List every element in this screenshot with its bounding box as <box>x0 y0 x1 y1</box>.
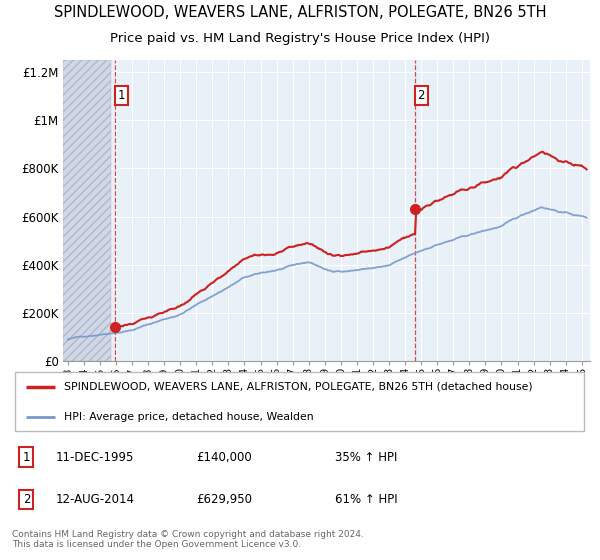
Text: Contains HM Land Registry data © Crown copyright and database right 2024.
This d: Contains HM Land Registry data © Crown c… <box>12 530 364 549</box>
Text: 1: 1 <box>23 451 30 464</box>
Text: SPINDLEWOOD, WEAVERS LANE, ALFRISTON, POLEGATE, BN26 5TH (detached house): SPINDLEWOOD, WEAVERS LANE, ALFRISTON, PO… <box>64 382 532 392</box>
Bar <box>63 60 111 361</box>
Text: 2: 2 <box>418 88 425 101</box>
Text: 2: 2 <box>23 493 30 506</box>
Text: 61% ↑ HPI: 61% ↑ HPI <box>335 493 397 506</box>
FancyBboxPatch shape <box>15 372 584 431</box>
Text: 12-AUG-2014: 12-AUG-2014 <box>55 493 134 506</box>
Text: £140,000: £140,000 <box>196 451 252 464</box>
Text: HPI: Average price, detached house, Wealden: HPI: Average price, detached house, Weal… <box>64 412 313 422</box>
Text: Price paid vs. HM Land Registry's House Price Index (HPI): Price paid vs. HM Land Registry's House … <box>110 32 490 45</box>
Text: 11-DEC-1995: 11-DEC-1995 <box>55 451 134 464</box>
Text: SPINDLEWOOD, WEAVERS LANE, ALFRISTON, POLEGATE, BN26 5TH: SPINDLEWOOD, WEAVERS LANE, ALFRISTON, PO… <box>54 5 546 20</box>
Text: £629,950: £629,950 <box>196 493 253 506</box>
Text: 35% ↑ HPI: 35% ↑ HPI <box>335 451 397 464</box>
Text: 1: 1 <box>118 88 125 101</box>
